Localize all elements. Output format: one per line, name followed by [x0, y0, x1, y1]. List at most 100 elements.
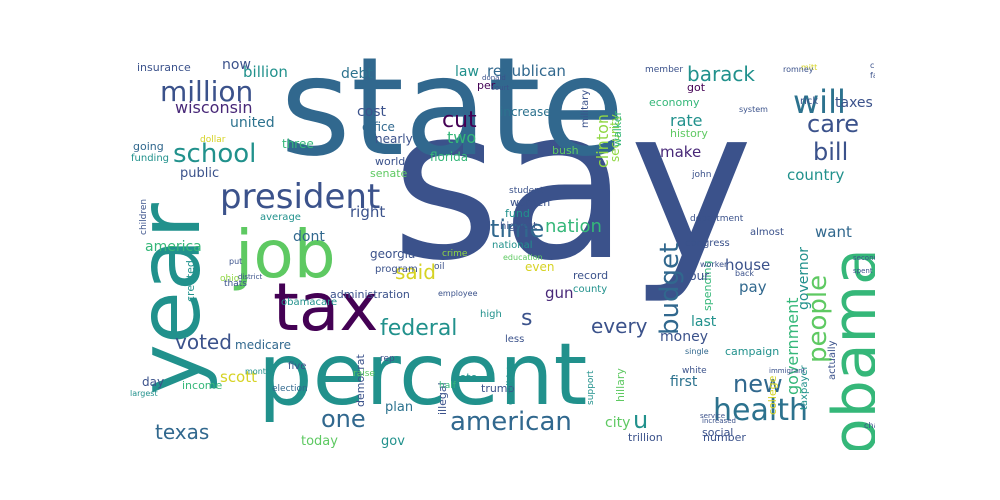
cloud-word-member: member	[645, 65, 684, 75]
cloud-word-program: program	[375, 264, 418, 275]
cloud-word-rate: rate	[670, 111, 703, 130]
cloud-word-law: law	[455, 64, 479, 80]
cloud-word-mitt: mitt	[801, 63, 818, 72]
cloud-word-single: single	[685, 347, 709, 356]
cloud-word-even: even	[525, 260, 555, 274]
cloud-word-america: america	[145, 239, 202, 255]
cloud-word-governor: governor	[796, 246, 812, 310]
cloud-word-american: american	[450, 407, 572, 437]
cloud-word-will: will	[793, 83, 846, 121]
cloud-word-pay: pay	[739, 278, 767, 296]
cloud-word-house: house	[725, 256, 771, 274]
cloud-word-district: district	[238, 273, 263, 281]
cloud-word-nation: nation	[545, 216, 602, 237]
cloud-word-texas: texas	[155, 420, 210, 444]
cloud-word-campaign: campaign	[725, 345, 780, 358]
cloud-word-plan: plan	[385, 400, 414, 415]
cloud-word-bill: bill	[813, 138, 849, 166]
word-cloud: say state year percent obama job tax pre…	[125, 50, 875, 450]
cloud-word-time: time	[490, 215, 545, 243]
cloud-word-change: change	[864, 421, 875, 430]
cloud-word-job: job	[235, 216, 336, 293]
cloud-word-today: today	[301, 434, 338, 449]
cloud-word-month: month	[245, 367, 271, 376]
cloud-word-right: right	[350, 203, 386, 221]
cloud-word-student: student	[509, 186, 544, 196]
cloud-word-city: city	[605, 415, 631, 431]
cloud-word-crime: crime	[442, 249, 468, 259]
cloud-word-want: want	[815, 223, 852, 241]
cloud-word-going: going	[133, 140, 164, 153]
cloud-word-increased: increased	[702, 417, 736, 425]
cloud-word-percent: percent	[258, 325, 588, 425]
cloud-word-highest: highest	[500, 221, 538, 232]
cloud-word-hillary: hillary	[614, 368, 627, 402]
cloud-word-gov: gov	[381, 434, 405, 449]
cloud-word-family: family	[870, 71, 875, 80]
cloud-word-walker: walker	[611, 110, 624, 147]
cloud-word-social: social	[702, 426, 734, 439]
cloud-word-new: new	[733, 370, 783, 398]
cloud-word-court: court	[491, 84, 510, 92]
cloud-word-obamacare: obamacare	[281, 297, 338, 308]
cloud-word-county: county	[573, 284, 608, 295]
cloud-word-cut: cut	[442, 108, 477, 133]
cloud-word-per: per	[477, 79, 496, 92]
cloud-word-military: military	[580, 89, 591, 128]
cloud-word-education: education	[503, 253, 543, 262]
cloud-word-congress: congress	[685, 238, 730, 249]
cloud-word-bush: bush	[552, 144, 579, 157]
cloud-word-five: five	[288, 361, 307, 372]
cloud-word-women: women	[510, 196, 551, 209]
cloud-word-china: china	[870, 61, 875, 70]
cloud-word-got: got	[687, 81, 706, 94]
cloud-word-say: say	[391, 62, 754, 307]
cloud-word-children: children	[139, 198, 149, 235]
cloud-word-back: back	[735, 269, 755, 278]
cloud-word-debt: debt	[341, 66, 373, 82]
cloud-word-country: country	[787, 166, 845, 184]
cloud-word-increase: increase	[500, 105, 551, 119]
cloud-word-vote: vote	[453, 371, 478, 384]
cloud-word-number: number	[703, 431, 746, 444]
cloud-word-dont: dont	[293, 229, 325, 245]
cloud-word-election: election	[272, 384, 308, 394]
cloud-word-candidate: candidate	[506, 360, 516, 405]
cloud-word-said: said	[395, 260, 436, 284]
cloud-word-wisconsin: wisconsin	[175, 98, 253, 117]
cloud-word-worker: worker	[700, 260, 728, 269]
cloud-word-money: money	[660, 329, 708, 345]
cloud-word-million: million	[160, 75, 254, 108]
cloud-word-fund: fund	[505, 207, 530, 220]
cloud-word-record: record	[573, 269, 609, 282]
cloud-word-state: state	[280, 50, 625, 187]
cloud-word-gun: gun	[545, 284, 574, 302]
cloud-word-department: department	[690, 214, 744, 224]
cloud-word-romney: romney	[783, 65, 814, 74]
cloud-word-barack: barack	[687, 62, 756, 86]
cloud-word-rick: rick	[800, 96, 819, 107]
cloud-word-half: half	[439, 381, 456, 391]
cloud-word-health: health	[713, 393, 808, 428]
cloud-word-almost: almost	[750, 227, 784, 238]
cloud-word-four: four	[685, 269, 710, 283]
cloud-word-republican: republican	[487, 62, 566, 80]
cloud-word-public: public	[180, 166, 220, 181]
cloud-word-one: one	[321, 405, 366, 433]
cloud-word-less: less	[505, 334, 525, 345]
cloud-word-trump: trump	[481, 382, 515, 395]
cloud-word-raise: raise	[353, 369, 375, 379]
cloud-word-ohio: ohio	[220, 274, 240, 284]
cloud-word-federal: federal	[380, 316, 458, 341]
cloud-word-administration: administration	[330, 288, 410, 301]
cloud-word-voted: voted	[175, 330, 232, 354]
cloud-word-dollar: dollar	[200, 135, 226, 145]
cloud-word-largest: largest	[130, 389, 158, 398]
cloud-word-high: high	[480, 309, 502, 320]
cloud-word-united: united	[230, 115, 275, 131]
cloud-word-two: two	[447, 128, 477, 147]
cloud-word-budget: budget	[655, 242, 685, 335]
cloud-word-rep: rep	[380, 354, 395, 364]
cloud-word-u: u	[633, 406, 649, 434]
cloud-word-last: last	[691, 314, 717, 330]
